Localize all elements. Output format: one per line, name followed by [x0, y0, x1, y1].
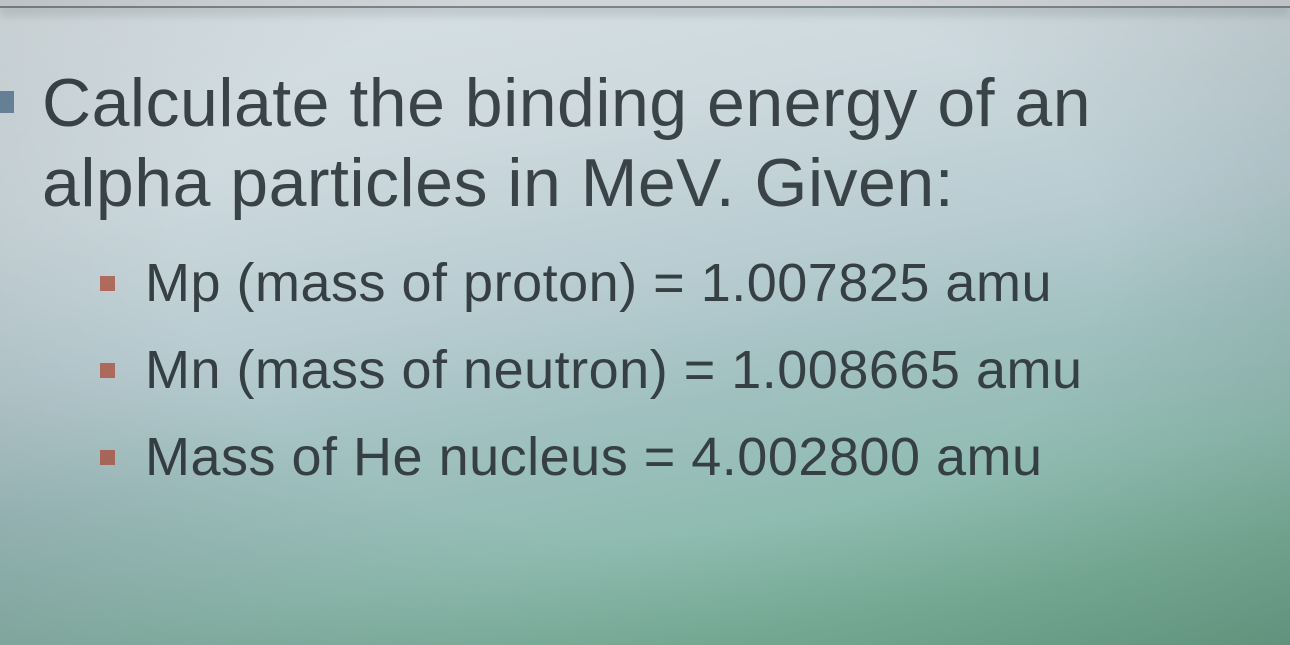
list-item: Mass of He nucleus = 4.002800 amu: [100, 425, 1260, 490]
square-bullet-icon: [100, 363, 115, 378]
square-bullet-icon: [0, 91, 14, 113]
list-item: Mp (mass of proton) = 1.007825 amu: [100, 251, 1260, 316]
main-text: Calculate the binding energy of an alpha…: [42, 63, 1260, 223]
sub-bullet-list: Mp (mass of proton) = 1.007825 amu Mn (m…: [0, 251, 1260, 489]
slide-screen: Calculate the binding energy of an alpha…: [0, 0, 1290, 645]
list-item-text: Mp (mass of proton) = 1.007825 amu: [145, 251, 1052, 316]
square-bullet-icon: [100, 450, 115, 465]
list-item: Mn (mass of neutron) = 1.008665 amu: [100, 338, 1260, 403]
square-bullet-icon: [100, 276, 115, 291]
main-bullet-line: Calculate the binding energy of an alpha…: [0, 63, 1260, 223]
list-item-text: Mass of He nucleus = 4.002800 amu: [145, 425, 1043, 490]
slide-content: Calculate the binding energy of an alpha…: [0, 8, 1290, 490]
top-border: [0, 0, 1290, 8]
list-item-text: Mn (mass of neutron) = 1.008665 amu: [145, 338, 1083, 403]
